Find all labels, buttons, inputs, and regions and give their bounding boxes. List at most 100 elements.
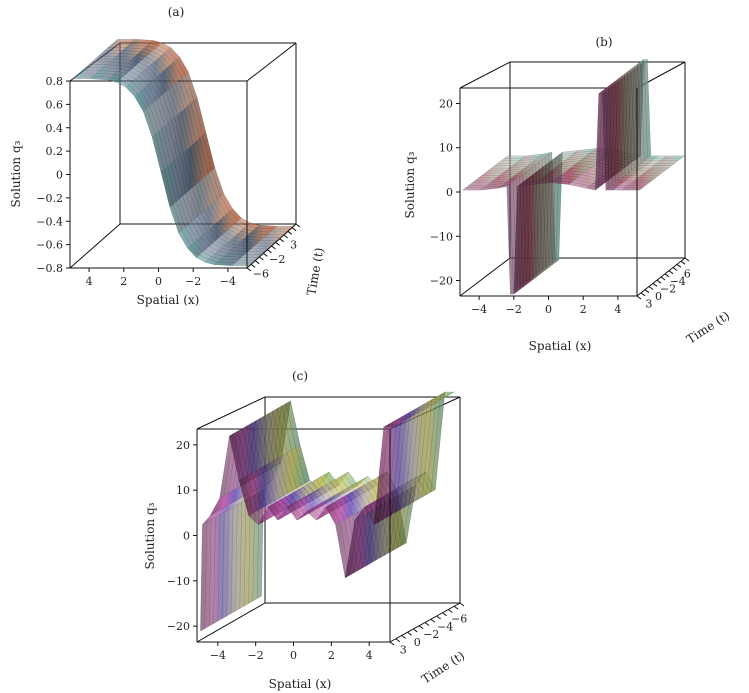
mesh-cross-c [296, 484, 359, 521]
mesh-cross-b [639, 155, 685, 191]
t-minor-tick-b [636, 295, 642, 300]
surface-facet-a [152, 97, 206, 173]
mesh-line-b [465, 90, 643, 292]
caption-a: (a) [168, 5, 185, 19]
mesh-cross-c [277, 484, 339, 521]
mesh-cross-c [238, 444, 301, 481]
x-tick-label-a: −2 [185, 275, 201, 288]
surface-shade-b [595, 59, 644, 191]
t-tick-label-a: 3 [290, 238, 297, 251]
mesh-line-b [504, 61, 682, 263]
mesh-line-c [252, 396, 446, 602]
x-tick-label-c: 4 [366, 649, 373, 662]
mesh-cross-b [621, 155, 667, 191]
t-minor-tick-b [644, 289, 650, 294]
t-minor-tick-a [275, 241, 280, 246]
t-minor-tick-c [442, 612, 447, 617]
mesh-cross-a [231, 226, 277, 266]
xlabel-a: Spatial (x) [137, 293, 200, 307]
z-tick-label-a: −0.8 [36, 262, 63, 275]
surface-shade-c [345, 485, 416, 578]
mesh-cross-b [533, 150, 579, 185]
surface-shade-b [602, 59, 651, 191]
caption-c: (c) [292, 369, 308, 383]
mesh-cross-c [202, 489, 264, 525]
mesh-line-a [104, 50, 282, 238]
mesh-cross-c [306, 476, 368, 512]
surface-facet-b [602, 59, 651, 191]
mesh-line-c [239, 404, 433, 609]
mesh-line-b [472, 85, 650, 288]
mesh-cross-c [287, 471, 349, 508]
mesh-line-c [222, 414, 416, 619]
zlabel-a: Solution q₃ [9, 140, 23, 207]
zlabel-c: Solution q₃ [143, 502, 157, 569]
mesh-cross-b [586, 153, 632, 189]
t-minor-tick-b [676, 263, 682, 268]
x-tick-label-a: 4 [86, 275, 93, 288]
mesh-cross-a [169, 167, 216, 208]
mesh-line-b [475, 83, 653, 285]
t-minor-tick-a [279, 238, 284, 243]
surface-facet-b [517, 150, 579, 187]
mesh-cross-b [510, 259, 556, 295]
zlabel-b: Solution q₃ [403, 151, 417, 218]
t-minor-tick-a [295, 223, 301, 228]
mesh-cross-c [373, 489, 436, 525]
mesh-cross-c [325, 471, 388, 508]
mesh-line-b [488, 73, 666, 275]
tlabel-b: Time (t) [684, 308, 732, 346]
t-minor-tick-a [283, 234, 289, 239]
mesh-cross-a [187, 208, 233, 249]
t-minor-tick-b [652, 282, 658, 287]
z-tick-label-b: −10 [430, 230, 453, 243]
mesh-cross-c [219, 462, 282, 499]
mesh-cross-a [196, 217, 242, 258]
t-tick-label-a: −2 [269, 253, 285, 266]
t-tick-label-c: −4 [437, 620, 453, 633]
mesh-cross-a [160, 132, 207, 173]
t-minor-tick-c [436, 615, 441, 620]
mesh-line-c [235, 406, 429, 612]
mesh-line-b [491, 71, 669, 273]
mesh-cross-a [205, 222, 251, 263]
t-minor-tick-c [395, 638, 401, 643]
mesh-cross-c [335, 489, 397, 525]
mesh-cross-a [107, 40, 154, 81]
t-minor-tick-a [271, 245, 276, 250]
surface-shade-c [229, 400, 301, 481]
panel-a: 0.80.60.40.20−0.2−0.4−0.6−0.84 2 0 −2 −4−6−2… [9, 38, 326, 307]
t-tick-label-a: −6 [253, 268, 269, 281]
t-tick-label-c: 0 [414, 636, 421, 649]
t-minor-tick-b [668, 270, 674, 275]
z-tick-label-c: −10 [167, 575, 190, 588]
mesh-line-a [98, 55, 276, 244]
x-tick-label-c: −4 [210, 649, 226, 662]
surface-facet-a [169, 167, 224, 234]
mesh-line-c [213, 419, 407, 624]
caption-b: (b) [595, 35, 612, 49]
mesh-cross-c [345, 542, 407, 579]
z-tick-label-a: 0.2 [46, 145, 64, 158]
tlabel-c: Time (t) [419, 648, 467, 686]
t-minor-tick-c [459, 602, 465, 607]
mesh-cross-a [151, 97, 198, 138]
mesh-line-a [101, 53, 279, 241]
t-tick-label-b: 6 [684, 267, 691, 280]
t-minor-tick-b [648, 286, 654, 290]
surface-shade-a [152, 97, 206, 173]
mesh-line-a [95, 58, 272, 247]
mesh-line-a [75, 75, 253, 264]
z-tick-label-a: 0.4 [46, 122, 64, 135]
mesh-line-b [478, 81, 656, 283]
t-tick-label-c: 3 [400, 644, 407, 657]
mesh-cross-a [178, 193, 224, 234]
z-tick-label-a: 0.8 [46, 75, 64, 88]
surface-facet-c [383, 391, 455, 428]
t-minor-tick-b [660, 276, 666, 281]
t-minor-tick-c [407, 631, 412, 636]
mesh-line-b [497, 66, 675, 268]
surface-shade-a [161, 132, 215, 208]
mesh-line-a [88, 64, 266, 252]
